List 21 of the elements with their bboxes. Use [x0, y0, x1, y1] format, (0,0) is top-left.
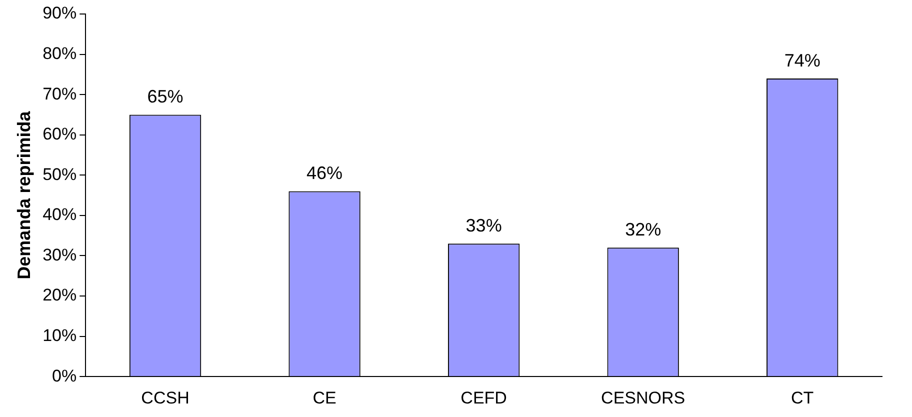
x-tick-label: CT [791, 388, 814, 408]
data-label: 74% [784, 50, 820, 70]
y-tick-label: 10% [42, 326, 77, 345]
data-label: 65% [147, 86, 184, 107]
x-tick-label: CE [312, 388, 336, 408]
y-tick-label: 0% [52, 366, 77, 386]
y-axis-title: Demanda reprimida [14, 110, 34, 280]
x-tick-label: CCSH [141, 388, 190, 408]
y-tick-label: 90% [42, 4, 77, 23]
y-tick-label: 40% [42, 205, 77, 224]
x-tick-label: CEFD [460, 388, 507, 408]
y-tick-label: 70% [42, 84, 77, 104]
data-label: 32% [625, 220, 662, 240]
y-tick-label: 80% [42, 44, 77, 63]
data-label: 33% [466, 216, 502, 236]
y-tick-label: 30% [42, 245, 77, 264]
x-tick-label: CESNORS [601, 388, 686, 408]
y-tick-label: 60% [42, 124, 77, 144]
y-tick-label: 50% [42, 164, 77, 184]
y-tick-label: 20% [42, 286, 77, 305]
data-label: 46% [306, 163, 343, 184]
